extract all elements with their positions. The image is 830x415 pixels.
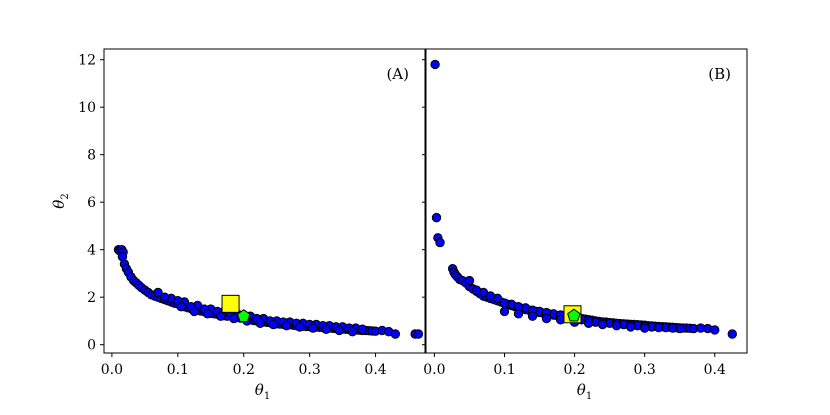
sample-point [321,324,331,334]
panel-label: (B) [708,65,731,83]
sample-point [541,313,552,324]
sample-point [202,309,213,319]
sample-point [390,329,401,339]
y-tick-label: 10 [78,100,96,116]
sample-point [653,322,664,333]
y-axis-label: θ2 [50,193,71,208]
sample-point [485,291,496,301]
x-axis-label: θ1 [255,381,270,402]
sample-point [281,320,292,331]
sample-point [334,325,345,336]
sample-point [583,318,594,329]
sample-point [357,324,368,334]
panel-label: (A) [386,65,409,83]
sample-point [527,311,538,321]
sample-point [597,319,608,330]
sample-point [471,285,482,295]
pentagon-marker [236,309,251,322]
sample-point [268,319,279,330]
sample-point [176,301,186,312]
sample-point [435,237,445,248]
y-tick-label: 6 [87,195,96,211]
sample-point [499,306,510,317]
sample-point [215,311,226,321]
x-tick-label: 0.3 [299,362,321,378]
sample-point [639,323,650,333]
x-tick-label: 0.1 [167,362,189,378]
y-tick-label: 2 [87,290,96,306]
panel-b: 0.0 0.1 0.2 0.3 0.4 (B) θ1 [422,48,748,402]
x-tick-label: 0.0 [423,362,445,378]
sample-point [668,323,678,333]
x-tick-label: 0.3 [634,362,656,378]
y-tick-label: 4 [87,243,96,259]
sample-point [255,318,265,329]
axes-frame [103,48,426,354]
x-axis-label-subscript: 1 [264,391,270,402]
x-tick-label: 0.0 [101,362,123,378]
sample-point [431,212,442,223]
x-axis-label-subscript: 1 [586,391,592,402]
x-tick-label: 0.2 [233,362,255,378]
square-marker [221,294,240,313]
sample-point [710,325,720,335]
sample-point [727,329,737,339]
sample-point [308,323,318,333]
y-axis-label-subscript: 2 [60,193,71,199]
pentagon-marker [567,308,581,322]
sample-point [625,322,636,332]
sample-point [464,275,475,286]
x-tick-label: 0.4 [364,362,386,378]
sample-point [295,322,305,332]
x-tick-label: 0.4 [704,362,726,378]
y-tick-label: 12 [78,53,96,69]
sample-point [499,298,510,308]
y-tick-label: 0 [87,338,96,354]
axes-frame [425,48,748,354]
sample-point [430,59,440,70]
x-tick-label: 0.2 [563,362,585,378]
sample-point [159,292,170,302]
sample-point [513,309,524,319]
sample-point [153,287,163,298]
x-axis-label: θ1 [577,381,592,402]
sample-point [189,306,200,317]
y-tick-label: 8 [87,148,96,164]
sample-point [347,326,358,337]
x-tick-label: 0.1 [493,362,515,378]
sample-point [229,313,239,324]
sample-point [413,329,424,339]
sample-point [611,320,622,331]
